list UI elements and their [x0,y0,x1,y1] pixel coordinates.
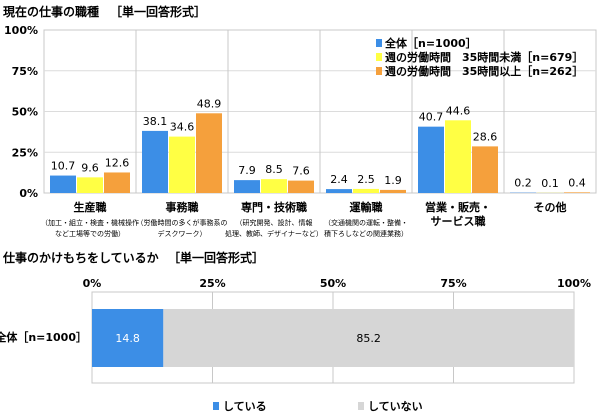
chart1-bar-value-label: 7.9 [238,164,256,177]
chart1-title: 現在の仕事の職種 [3,4,99,19]
chart1-bar-value-label: 48.9 [197,97,222,110]
chart1-bar-value-label: 2.4 [330,173,348,186]
chart2-legend-label: している [223,400,267,413]
chart1-category-sublabel: など工場等での労働） [55,229,125,238]
chart1-bar [142,130,168,193]
chart2-bar-segment [92,309,164,367]
chart2-bar-segment [163,309,574,367]
chart1-bar-value-label: 8.5 [265,163,283,176]
chart1-legend-label: 全体［n=1000］ [384,36,477,50]
chart2-segment-value-label: 85.2 [356,332,381,345]
chart1-legend-swatch [376,39,382,47]
chart1-bar [380,189,406,193]
chart2-row-label: 全体［n=1000］ [0,330,87,344]
chart1-category-label: 事務職 [166,200,199,214]
chart2-legend-swatch [358,402,364,410]
chart1-legend-swatch [376,67,382,75]
chart1-y-tick-label: 75% [12,65,38,78]
chart1-bar [288,180,314,193]
chart1-category-label: 運輸職 [350,200,383,214]
chart1-bar [196,113,222,193]
chart2-legend-swatch [213,402,219,410]
chart2-x-tick-label: 100% [557,277,591,290]
chart1-bar-value-label: 7.6 [292,165,310,178]
chart1-bar-value-label: 10.7 [51,160,76,173]
chart1-category-label: サービス職 [431,214,486,228]
chart1-bar [472,146,498,193]
chart1-bar [445,120,471,193]
chart2-x-tick-label: 75% [440,277,466,290]
chart1-category-label: 専門・技術職 [241,200,307,214]
chart1-tag: ［単一回答形式］ [110,4,206,19]
chart1-category-label: 営業・販売・ [425,200,491,214]
chart1-bar [418,126,444,193]
chart1-legend-label: 週の労働時間 35時間以上［n=262］ [385,64,583,78]
chart1-bar [50,175,76,193]
chart2-title: 仕事のかけもちをしているか [2,250,159,265]
chart1-category-sublabel: （交通機関の運転・整備・ [324,218,408,227]
chart2-x-tick-label: 50% [320,277,346,290]
chart1-y-tick-label: 25% [12,146,38,159]
chart1-bar-value-label: 44.6 [446,104,471,117]
chart1-category-sublabel: （加工・組立・検査・機械操作 [41,218,139,227]
chart1-category-sublabel: 積下ろしなどの関連業務） [324,229,408,238]
chart1-bar-value-label: 9.6 [81,161,99,174]
chart1-bar [169,136,195,193]
chart1-category-sublabel: （労働時間の多くが事務系の [137,218,228,227]
chart2-x-tick-label: 0% [83,277,102,290]
chart1-bar [77,177,103,193]
chart1-bar [353,188,379,193]
chart2-tag: ［単一回答形式］ [168,250,264,265]
chart1-y-tick-label: 50% [12,106,38,119]
chart1-category-sublabel: 処理、教師、デザイナーなど） [225,229,323,238]
chart1-bar [326,189,352,193]
chart1-bar-value-label: 28.6 [473,130,498,143]
chart1-bar [104,172,130,193]
chart1-bar-value-label: 0.4 [568,176,586,189]
chart1-bar-value-label: 34.6 [170,121,195,134]
chart1-bar-value-label: 0.1 [541,177,559,190]
chart1-bar-value-label: 0.2 [514,177,532,190]
chart1-bar [234,180,260,193]
chart1-category-label: その他 [534,200,567,214]
chart1-y-tick-label: 100% [4,24,38,37]
chart1-legend-label: 週の労働時間 35時間未満［n=679］ [385,50,583,64]
chart1-bar [261,179,287,193]
chart1-category-label: 生産職 [74,200,107,214]
chart2-segment-value-label: 14.8 [115,332,140,345]
chart2-legend-label: していない [368,400,423,413]
chart1-y-tick-label: 0% [19,187,38,200]
chart1-bar-value-label: 40.7 [419,111,444,124]
chart1-bar-value-label: 1.9 [384,174,402,187]
chart1-bar-value-label: 38.1 [143,115,168,128]
chart1-category-sublabel: （研究開発、設計、情報 [236,218,313,227]
chart1-bar-value-label: 2.5 [357,173,375,186]
chart1-bar-value-label: 12.6 [105,156,130,169]
chart1-legend-swatch [376,53,382,61]
chart2-x-tick-label: 25% [199,277,225,290]
chart1-category-sublabel: デスクワーク） [158,229,207,238]
chart1-bar [564,192,590,193]
